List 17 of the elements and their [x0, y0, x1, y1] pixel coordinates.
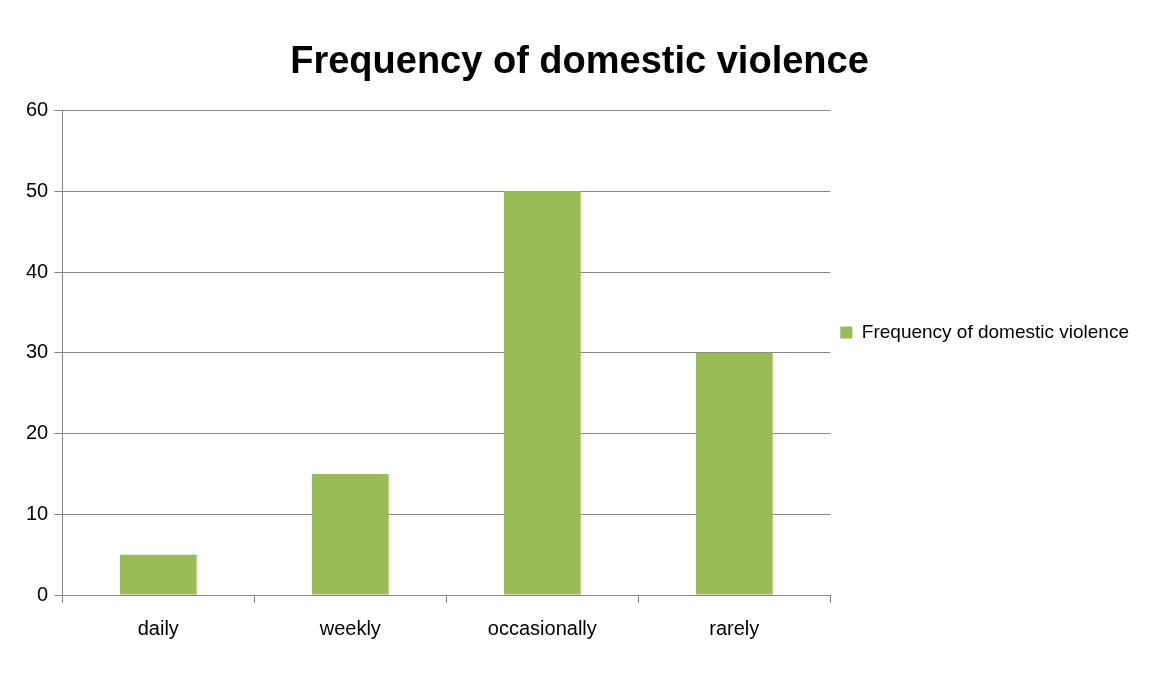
x-tick-label: daily	[137, 616, 179, 639]
y-tick-label: 30	[26, 340, 49, 363]
y-tick-label: 50	[26, 178, 49, 201]
y-tick-label: 40	[26, 259, 49, 282]
bar	[695, 352, 773, 595]
y-tick-label: 60	[26, 98, 49, 121]
legend-label: Frequency of domestic violence	[861, 320, 1129, 342]
x-tick-label: weekly	[318, 616, 381, 639]
x-tick-label: occasionally	[487, 616, 597, 639]
y-tick-label: 0	[37, 582, 49, 605]
bar	[119, 554, 197, 595]
y-tick-label: 20	[26, 421, 49, 444]
chart-title: Frequency of domestic violence	[290, 39, 869, 82]
bar	[311, 473, 389, 595]
y-tick-label: 10	[26, 501, 49, 524]
x-tick-label: rarely	[709, 616, 760, 639]
bar	[503, 191, 581, 595]
